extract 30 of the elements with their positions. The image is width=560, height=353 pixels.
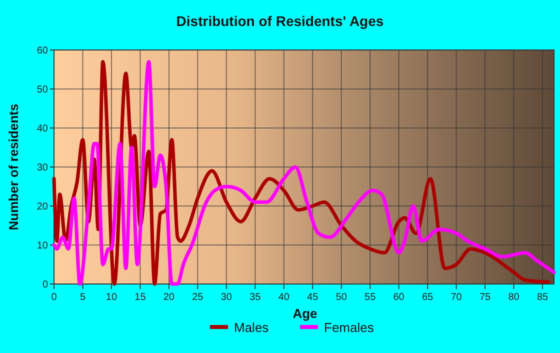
x-tick-label: 25 (192, 292, 204, 303)
x-tick-label: 20 (163, 292, 175, 303)
y-tick-label: 30 (36, 162, 48, 174)
y-tick-label: 50 (36, 84, 48, 96)
x-tick-label: 85 (536, 292, 549, 303)
x-tick-label: 55 (364, 292, 376, 303)
x-tick-label: 45 (307, 292, 319, 303)
x-tick-label: 0 (51, 292, 58, 303)
x-tick-label: 35 (250, 292, 262, 303)
x-tick-label: 30 (220, 292, 232, 303)
x-tick-label: 5 (80, 292, 86, 303)
y-tick-label: 60 (36, 46, 48, 56)
x-tick-label: 60 (393, 292, 405, 303)
y-tick-label: 40 (36, 124, 48, 134)
y-tick-label: 20 (36, 202, 48, 212)
x-tick-label: 10 (106, 292, 118, 303)
y-axis-title: Number of residents (6, 104, 21, 230)
legend-label: Males (234, 320, 270, 335)
y-tick-label: 0 (42, 280, 48, 290)
x-tick-label: 70 (450, 292, 462, 303)
x-tick-label: 80 (508, 292, 520, 303)
x-tick-label: 15 (134, 292, 146, 303)
x-tick-label: 75 (479, 292, 492, 303)
y-tick-label: 10 (36, 240, 48, 252)
chart-title: Distribution of Residents' Ages (176, 13, 384, 29)
x-tick-label: 50 (336, 292, 348, 303)
x-tick-label: 40 (278, 292, 290, 303)
x-tick-label: 65 (422, 292, 434, 303)
x-axis-title: Age (292, 306, 318, 321)
legend-label: Females (324, 320, 374, 335)
